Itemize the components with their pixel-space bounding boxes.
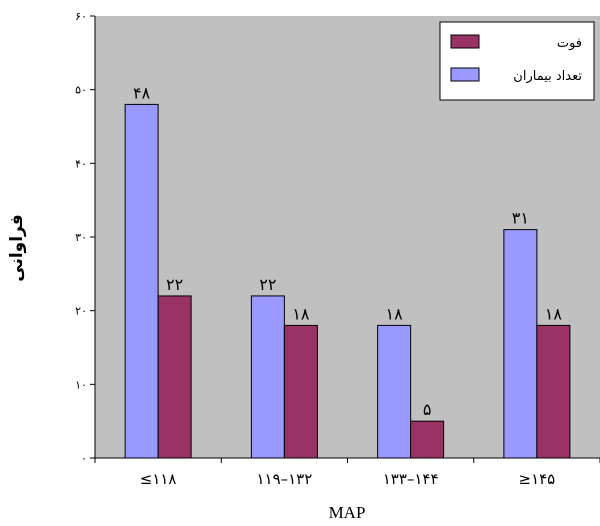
legend-swatch-deaths xyxy=(450,34,480,49)
bars xyxy=(124,103,571,459)
bar-patients xyxy=(250,295,285,459)
legend-swatch-patients xyxy=(450,67,480,82)
bar-deaths xyxy=(410,420,445,459)
bar-patients xyxy=(377,324,412,459)
legend-label-deaths: فوت xyxy=(557,36,582,51)
x-axis-label: MAP xyxy=(329,503,366,522)
y-tick-label: ۳۰ xyxy=(75,231,87,244)
data-labels: ۴۸ ۲۲ ۲۲ ۱۸ ۱۸ ۵ ۳۱ ۱۸ xyxy=(133,83,562,419)
y-tick-label: ۶۰ xyxy=(75,10,87,23)
legend: تعداد بیماران فوت xyxy=(439,21,595,101)
data-label: ۲۲ xyxy=(259,275,276,294)
y-tick-label: ۰ xyxy=(81,452,87,465)
legend-box xyxy=(439,21,595,101)
y-tick-label: ۴۰ xyxy=(75,157,87,170)
y-axis: ۰ ۱۰ ۲۰ ۳۰ ۴۰ ۵۰ ۶۰ xyxy=(75,10,96,465)
y-axis-label: فراوانی xyxy=(7,214,27,282)
bar-deaths xyxy=(536,324,571,459)
data-label: ۴۸ xyxy=(133,83,151,102)
y-tick-label: ۱۰ xyxy=(75,378,87,391)
y-tick-label: ۲۰ xyxy=(75,305,87,318)
data-label: ۱۸ xyxy=(292,304,310,323)
x-tick-label: ≤۱۱۸ xyxy=(140,470,177,488)
data-label: ۱۸ xyxy=(386,304,404,323)
data-label: ۱۸ xyxy=(545,304,563,323)
x-axis: ≤۱۱۸ ۱۱۹–۱۳۲ ۱۳۳–۱۴۴ ≥۱۴۵ xyxy=(94,457,600,488)
data-label: ۲۲ xyxy=(166,275,183,294)
data-label: ۵ xyxy=(423,400,432,419)
x-tick-label: ۱۳۳–۱۴۴ xyxy=(383,470,439,488)
bar-patients xyxy=(503,229,538,459)
bar-deaths xyxy=(157,295,192,459)
bar-deaths xyxy=(283,324,318,459)
legend-label-patients: تعداد بیماران xyxy=(513,69,582,84)
y-tick-label: ۵۰ xyxy=(75,84,87,97)
bar-patients xyxy=(124,103,159,459)
data-label: ۳۱ xyxy=(512,209,529,228)
x-tick-label: ۱۱۹–۱۳۲ xyxy=(256,470,312,488)
x-tick-label: ≥۱۴۵ xyxy=(519,470,556,488)
